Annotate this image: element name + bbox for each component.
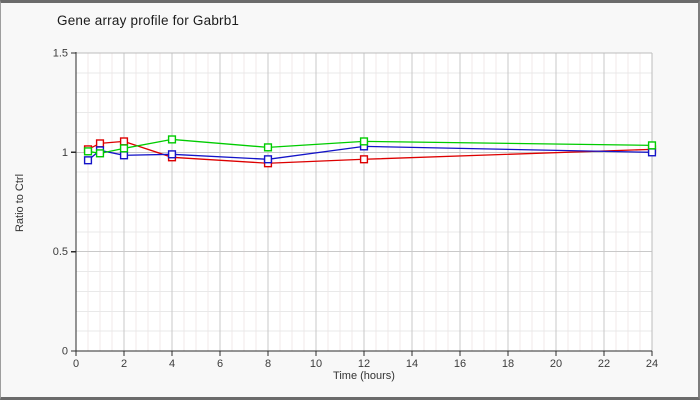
x-tick-label: 14	[406, 358, 418, 370]
series-blue-marker	[83, 156, 93, 165]
series-red-marker	[359, 155, 369, 164]
y-ticks: 0 0.5 1 1.5	[53, 48, 76, 358]
series-green-marker	[95, 149, 105, 158]
series-blue-marker	[119, 151, 129, 160]
series-green	[83, 135, 657, 158]
x-tick-label: 16	[454, 358, 466, 370]
x-tick-label: 18	[502, 358, 514, 370]
series-green-marker	[263, 143, 273, 152]
series-red-marker	[95, 139, 105, 148]
chart-canvas: 00.511.50 2 4 6 8 10 12 14 16 18 20 22 24	[53, 48, 658, 371]
x-ticks: 0 2 4 6 8 10 12 14 16 18 20 22 24	[73, 351, 658, 370]
series-red-marker	[119, 137, 129, 146]
series-green-marker	[359, 137, 369, 146]
series-green-marker	[647, 141, 657, 150]
plot-border	[76, 52, 653, 351]
series-green-marker	[83, 147, 93, 156]
x-tick-label: 22	[598, 358, 610, 370]
series-blue-marker	[167, 150, 177, 159]
x-tick-label: 4	[169, 358, 175, 370]
series-blue-marker	[647, 148, 657, 157]
x-axis-label: Time (hours)	[333, 370, 395, 382]
x-tick-label: 2	[121, 358, 127, 370]
x-tick-label: 24	[646, 358, 658, 370]
series-green-marker	[119, 144, 129, 153]
x-tick-label: 6	[217, 358, 223, 370]
x-tick-label: 12	[358, 358, 370, 370]
y-tick-label: 1.5	[53, 48, 68, 60]
series-blue-marker	[263, 155, 273, 164]
x-tick-label: 10	[310, 358, 322, 370]
x-tick-label: 8	[265, 358, 271, 370]
y-tick-label: 0.5	[53, 246, 68, 258]
x-tick-label: 0	[73, 358, 79, 370]
series-green-marker	[167, 135, 177, 144]
y-tick-label: 0	[62, 346, 68, 358]
chart-title: Gene array profile for Gabrb1	[57, 13, 240, 28]
x-tick-label: 20	[550, 358, 562, 370]
y-tick-label: 1	[62, 147, 68, 159]
